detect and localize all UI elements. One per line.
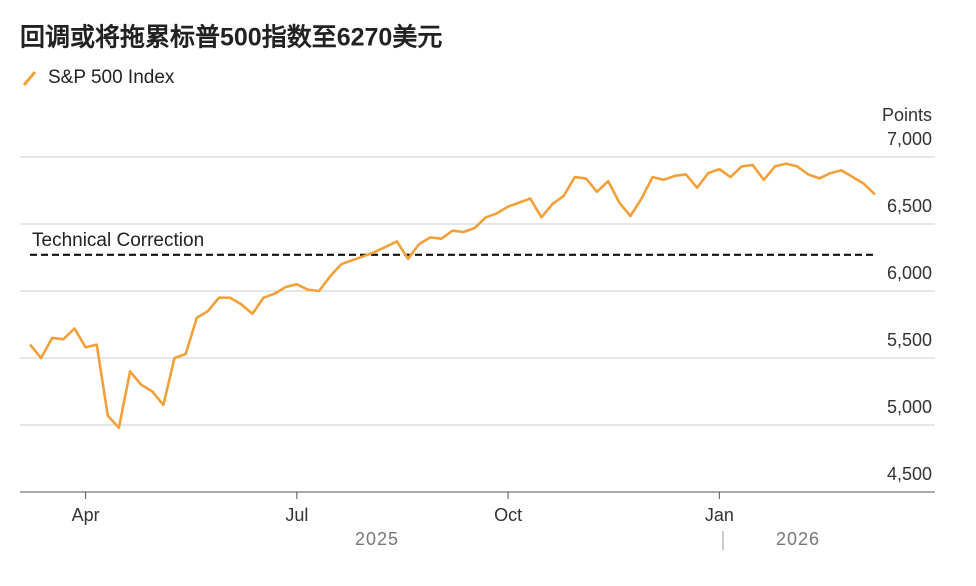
chart-title: 回调或将拖累标普500指数至6270美元 xyxy=(20,23,442,52)
x-tick-label: Jan xyxy=(705,505,734,525)
y-tick-label: 6,500 xyxy=(887,196,932,216)
y-tick-label: 5,000 xyxy=(887,397,932,417)
year-label: 2025 xyxy=(355,529,399,549)
reference-label: Technical Correction xyxy=(32,230,204,251)
year-label: 2026 xyxy=(776,529,820,549)
y-tick-label: 6,000 xyxy=(887,263,932,283)
y-tick-label: 7,000 xyxy=(887,129,932,149)
legend-swatch xyxy=(22,71,37,86)
x-tick-label: Apr xyxy=(72,505,100,525)
x-tick-label: Oct xyxy=(494,505,522,525)
legend-label: S&P 500 Index xyxy=(48,67,175,88)
series-line xyxy=(28,162,876,429)
x-tick-label: Jul xyxy=(285,505,308,525)
y-tick-label: 4,500 xyxy=(887,464,932,484)
y-tick-label: 5,500 xyxy=(887,330,932,350)
y-axis-label: Points xyxy=(882,105,932,125)
